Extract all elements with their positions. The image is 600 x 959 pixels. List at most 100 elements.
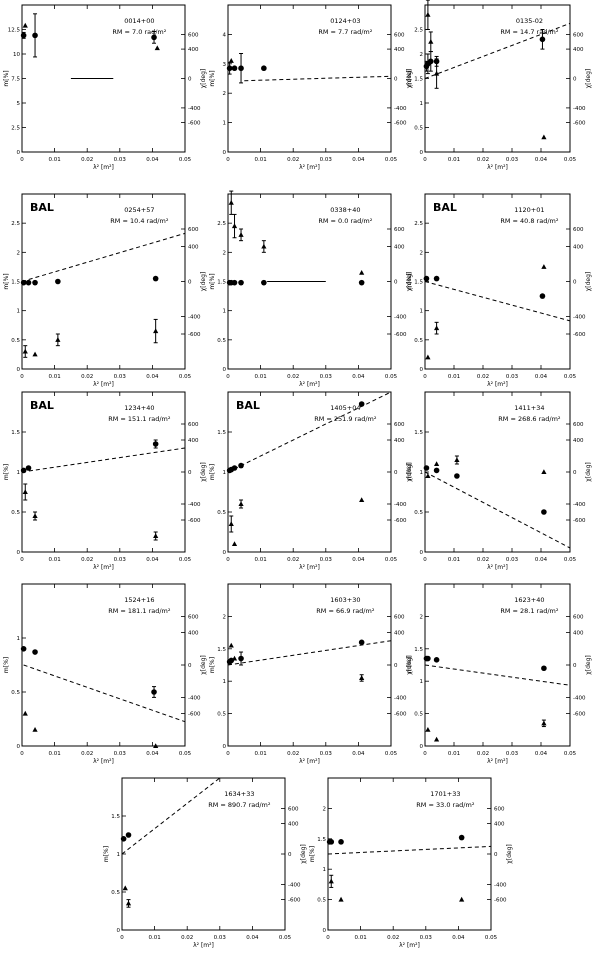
circle-point [25,279,32,286]
x-tick-label: 0.05 [385,751,398,757]
x-tick-label: 0.04 [246,935,259,941]
rm-annotation: RM = 181.1 rad/m² [108,607,171,615]
x-tick-label: 0.05 [564,557,577,563]
y-right-axis-label: χ[deg] [406,462,413,481]
y-left-tick-label: 2 [420,250,424,256]
panel-1701+33: 0 0.01 0.02 0.03 0.04 0.05 0 0.5 1 1.5 2 -600 -400 0 4… [309,777,513,949]
x-tick-label: 0.04 [535,557,548,563]
y-left-axis-label: m[%] [406,464,413,480]
circle-point [433,275,440,282]
y-right-tick-label: 600 [573,422,584,428]
rm-annotation: RM = 151.1 rad/m² [108,415,171,423]
rm-annotation: RM = 0.0 rad/m² [318,217,372,225]
panel-title: 1405+04 [330,404,360,412]
x-tick-label: 0.04 [146,157,159,163]
x-axis-label: λ² [m²] [93,381,114,388]
y-right-axis-label: χ[deg] [585,69,592,88]
triangle-point [338,896,344,902]
y-left-tick-label: 1.5 [11,280,20,286]
triangle-point [231,655,238,661]
y-left-axis-label: m[%] [406,70,413,86]
x-tick-label: 0 [423,157,427,163]
y-right-tick-label: 0 [573,470,577,476]
circle-point [20,646,27,652]
circle-point [238,655,244,662]
y-left-tick-label: 7.5 [11,77,20,83]
y-right-axis-label: χ[deg] [300,844,307,863]
panel-1405+04: 0 0.01 0.02 0.03 0.04 0.05 0 0.5 1 1.5 -600 -400 0 40… [209,391,413,571]
rm-annotation: RM = 7.0 rad/m² [112,28,166,36]
y-left-tick-label: 0.5 [217,510,226,516]
triangle-point [122,885,128,891]
y-left-tick-label: 0.5 [11,510,20,516]
y-left-tick-label: 0.5 [414,126,423,132]
y-right-axis-label: χ[deg] [585,462,592,481]
x-tick-label: 0.04 [352,157,365,163]
y-right-tick-label: 0 [394,663,398,669]
y-right-tick-label: 0 [494,852,498,858]
fit-line [21,447,186,473]
circle-point [338,839,344,845]
y-right-tick-label: -400 [288,882,301,888]
y-right-tick-label: -600 [573,332,586,338]
panel-1234+40: 0 0.01 0.02 0.03 0.04 0.05 0 0.5 1 1.5 -600 -400 0 40… [3,391,207,571]
y-right-tick-label: 400 [394,47,405,53]
panel-0338+40: 0 0.01 0.02 0.03 0.04 0.05 0 0.5 1 1.5 2 2.5 -600 -40… [209,190,413,388]
y-left-tick-label: 1.5 [217,430,226,436]
x-tick-label: 0.01 [448,557,460,563]
y-left-axis-label: m[%] [309,846,316,862]
x-tick-label: 0 [226,374,230,380]
panel-title: 0135-02 [516,17,543,25]
y-right-tick-label: -600 [394,518,407,524]
circle-point [539,36,546,43]
y-left-tick-label: 1 [420,470,424,476]
y-left-tick-label: 5 [17,101,21,107]
y-right-axis-label: χ[deg] [585,655,592,674]
panel-1623+40: 0 0.01 0.02 0.03 0.04 0.05 0 0.5 1 1.5 2 -600 -400 0 4… [406,583,592,765]
fit-line [227,640,392,666]
x-axis-label: λ² [m²] [487,164,508,171]
y-left-tick-label: 4 [223,32,227,38]
x-tick-label: 0.02 [477,751,489,757]
y-left-tick-label: 0 [420,150,424,156]
triangle-point [328,878,334,884]
panel-1634+33: 0 0.01 0.02 0.03 0.04 0.05 0 0.5 1 1.5 -600 -400 0 40… [103,777,307,949]
y-right-tick-label: 400 [188,631,199,637]
circle-point [152,275,159,282]
x-tick-label: 0.05 [179,374,192,380]
circle-point [226,65,233,72]
circle-point [423,465,430,471]
triangle-point [434,736,440,742]
x-tick-label: 0.01 [48,157,60,163]
y-left-axis-label: m[%] [3,70,10,86]
y-left-tick-label: 2 [420,52,424,58]
panel-1524+16: 0 0.01 0.02 0.03 0.04 0.05 0 0.5 1 -600 -400 0 400 60… [3,583,207,765]
panel-0014+00: 0 0.01 0.02 0.03 0.04 0.05 0 2.5 5 7.5 10 12.5 -600 -… [3,4,207,171]
y-right-tick-label: 400 [288,822,299,828]
x-tick-label: 0.03 [320,751,333,757]
y-left-tick-label: 1 [223,309,227,315]
circle-point [231,65,238,72]
panel-1120+01: 0 0.01 0.02 0.03 0.04 0.05 0 0.5 1 1.5 2 2.5 -600 -40… [406,193,592,388]
x-tick-label: 0.03 [114,157,127,163]
panel-1603+30: 0 0.01 0.02 0.03 0.04 0.05 0 0.5 1 1.5 2 -600 -400 0 4… [209,583,413,765]
fit-line [21,232,186,282]
x-tick-label: 0.03 [114,751,127,757]
y-right-tick-label: -600 [573,518,586,524]
y-left-tick-label: 0 [17,550,21,556]
y-right-tick-label: 600 [188,422,199,428]
bal-label: BAL [30,399,54,412]
y-right-tick-label: -400 [394,106,407,112]
circle-point [120,836,127,842]
x-tick-label: 0.03 [114,374,127,380]
y-right-tick-label: 400 [394,438,405,444]
y-right-tick-label: 600 [188,614,199,620]
y-left-tick-label: 1 [420,309,424,315]
y-left-axis-label: m[%] [3,273,10,289]
circle-point [32,32,38,39]
x-axis-label: λ² [m²] [93,564,114,571]
y-left-tick-label: 0.5 [217,712,226,718]
y-right-tick-label: -600 [188,518,201,524]
y-left-axis-label: m[%] [3,464,10,480]
